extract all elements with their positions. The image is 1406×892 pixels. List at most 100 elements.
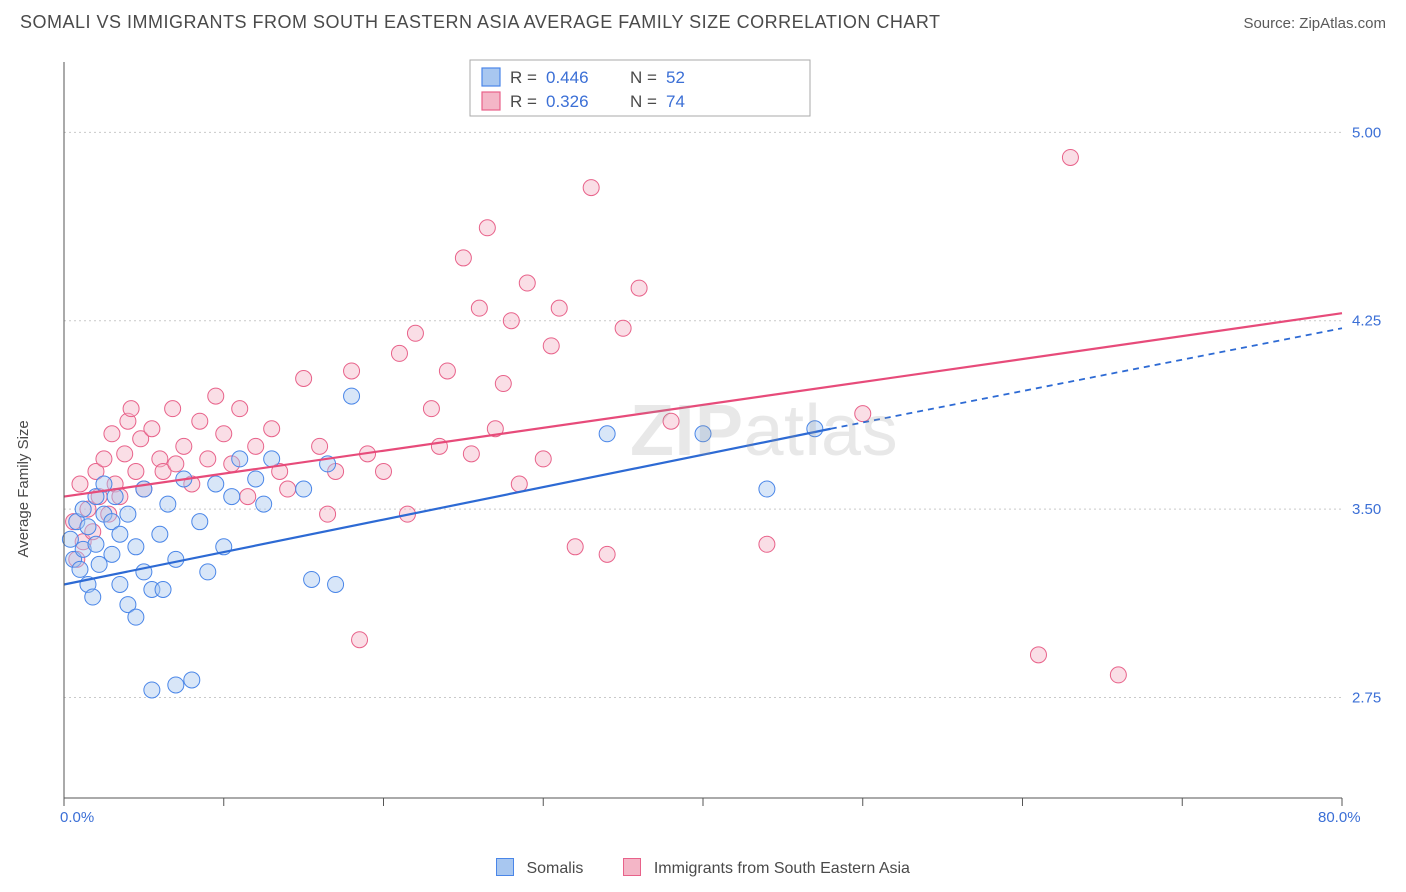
scatter-point-se-asia [535,451,551,467]
scatter-point-somalis [128,539,144,555]
legend-swatch-se-asia-top [482,92,500,110]
scatter-point-se-asia [495,376,511,392]
scatter-point-se-asia [216,426,232,442]
scatter-point-se-asia [511,476,527,492]
scatter-point-se-asia [1030,647,1046,663]
legend-r-value-somalis: 0.446 [546,68,589,87]
scatter-point-se-asia [551,300,567,316]
scatter-point-se-asia [280,481,296,497]
scatter-point-se-asia [407,325,423,341]
legend-n-value-somalis: 52 [666,68,685,87]
scatter-point-se-asia [471,300,487,316]
scatter-point-se-asia [344,363,360,379]
scatter-point-somalis [72,561,88,577]
scatter-point-somalis [168,677,184,693]
scatter-point-somalis [256,496,272,512]
scatter-point-se-asia [583,180,599,196]
scatter-point-somalis [85,589,101,605]
legend-n-label-somalis: N = [630,68,657,87]
y-tick-label: 5.00 [1352,124,1381,141]
legend-label-somalis: Somalis [526,860,583,877]
scatter-point-somalis [296,481,312,497]
source-attribution: Source: ZipAtlas.com [1243,15,1386,32]
scatter-point-se-asia [631,280,647,296]
y-tick-label: 2.75 [1352,690,1381,707]
scatter-point-se-asia [192,413,208,429]
scatter-point-se-asia [1110,667,1126,683]
legend-r-value-se-asia: 0.326 [546,92,589,111]
scatter-point-somalis [75,501,91,517]
scatter-point-se-asia [200,451,216,467]
y-tick-label: 3.50 [1352,501,1381,518]
legend-r-label-somalis: R = [510,68,537,87]
scatter-point-se-asia [431,438,447,454]
scatter-point-somalis [168,551,184,567]
scatter-point-se-asia [144,421,160,437]
scatter-point-somalis [200,564,216,580]
scatter-point-se-asia [168,456,184,472]
scatter-point-somalis [599,426,615,442]
y-tick-label: 4.25 [1352,313,1381,330]
legend-label-se-asia: Immigrants from South Eastern Asia [654,860,910,877]
scatter-point-se-asia [439,363,455,379]
scatter-point-se-asia [240,489,256,505]
scatter-chart-svg: R = 0.446N = 52R = 0.326N = 742.753.504.… [50,56,1360,822]
scatter-point-somalis [344,388,360,404]
chart-area: R = 0.446N = 52R = 0.326N = 742.753.504.… [50,56,1360,822]
y-axis-title: Average Family Size [15,420,32,557]
scatter-point-somalis [184,672,200,688]
scatter-point-somalis [155,582,171,598]
scatter-point-se-asia [663,413,679,429]
scatter-point-somalis [759,481,775,497]
legend-swatch-se-asia [623,858,641,876]
scatter-point-somalis [232,451,248,467]
scatter-point-se-asia [503,313,519,329]
scatter-point-se-asia [519,275,535,291]
scatter-point-somalis [264,451,280,467]
scatter-point-se-asia [376,463,392,479]
x-axis-min-label: 0.0% [60,809,94,826]
legend-n-value-se-asia: 74 [666,92,685,111]
scatter-point-se-asia [165,401,181,417]
scatter-point-somalis [80,519,96,535]
scatter-point-somalis [112,526,128,542]
scatter-point-somalis [120,506,136,522]
scatter-point-se-asia [312,438,328,454]
scatter-point-se-asia [543,338,559,354]
legend-n-label-se-asia: N = [630,92,657,111]
legend-item-se-asia: Immigrants from South Eastern Asia [623,858,910,878]
scatter-point-se-asia [104,426,120,442]
legend-r-label-se-asia: R = [510,92,537,111]
scatter-point-se-asia [232,401,248,417]
scatter-point-somalis [807,421,823,437]
scatter-point-somalis [695,426,711,442]
scatter-point-se-asia [352,632,368,648]
scatter-point-somalis [88,536,104,552]
trend-line-somalis-extrapolated [831,328,1342,428]
scatter-point-se-asia [479,220,495,236]
scatter-point-se-asia [128,463,144,479]
bottom-legend: Somalis Immigrants from South Eastern As… [0,858,1406,878]
scatter-point-somalis [192,514,208,530]
x-axis-max-label: 80.0% [1318,809,1361,826]
scatter-point-se-asia [248,438,264,454]
scatter-point-somalis [112,576,128,592]
scatter-point-se-asia [455,250,471,266]
scatter-point-se-asia [117,446,133,462]
scatter-point-se-asia [423,401,439,417]
scatter-point-se-asia [72,476,88,492]
scatter-point-somalis [224,489,240,505]
legend-item-somalis: Somalis [496,858,583,878]
scatter-point-somalis [152,526,168,542]
scatter-point-se-asia [123,401,139,417]
scatter-point-somalis [128,609,144,625]
scatter-point-somalis [144,682,160,698]
scatter-point-se-asia [855,406,871,422]
scatter-point-se-asia [176,438,192,454]
scatter-point-se-asia [599,546,615,562]
scatter-point-se-asia [759,536,775,552]
scatter-point-se-asia [320,506,336,522]
scatter-point-se-asia [615,320,631,336]
legend-swatch-somalis [496,858,514,876]
scatter-point-se-asia [264,421,280,437]
